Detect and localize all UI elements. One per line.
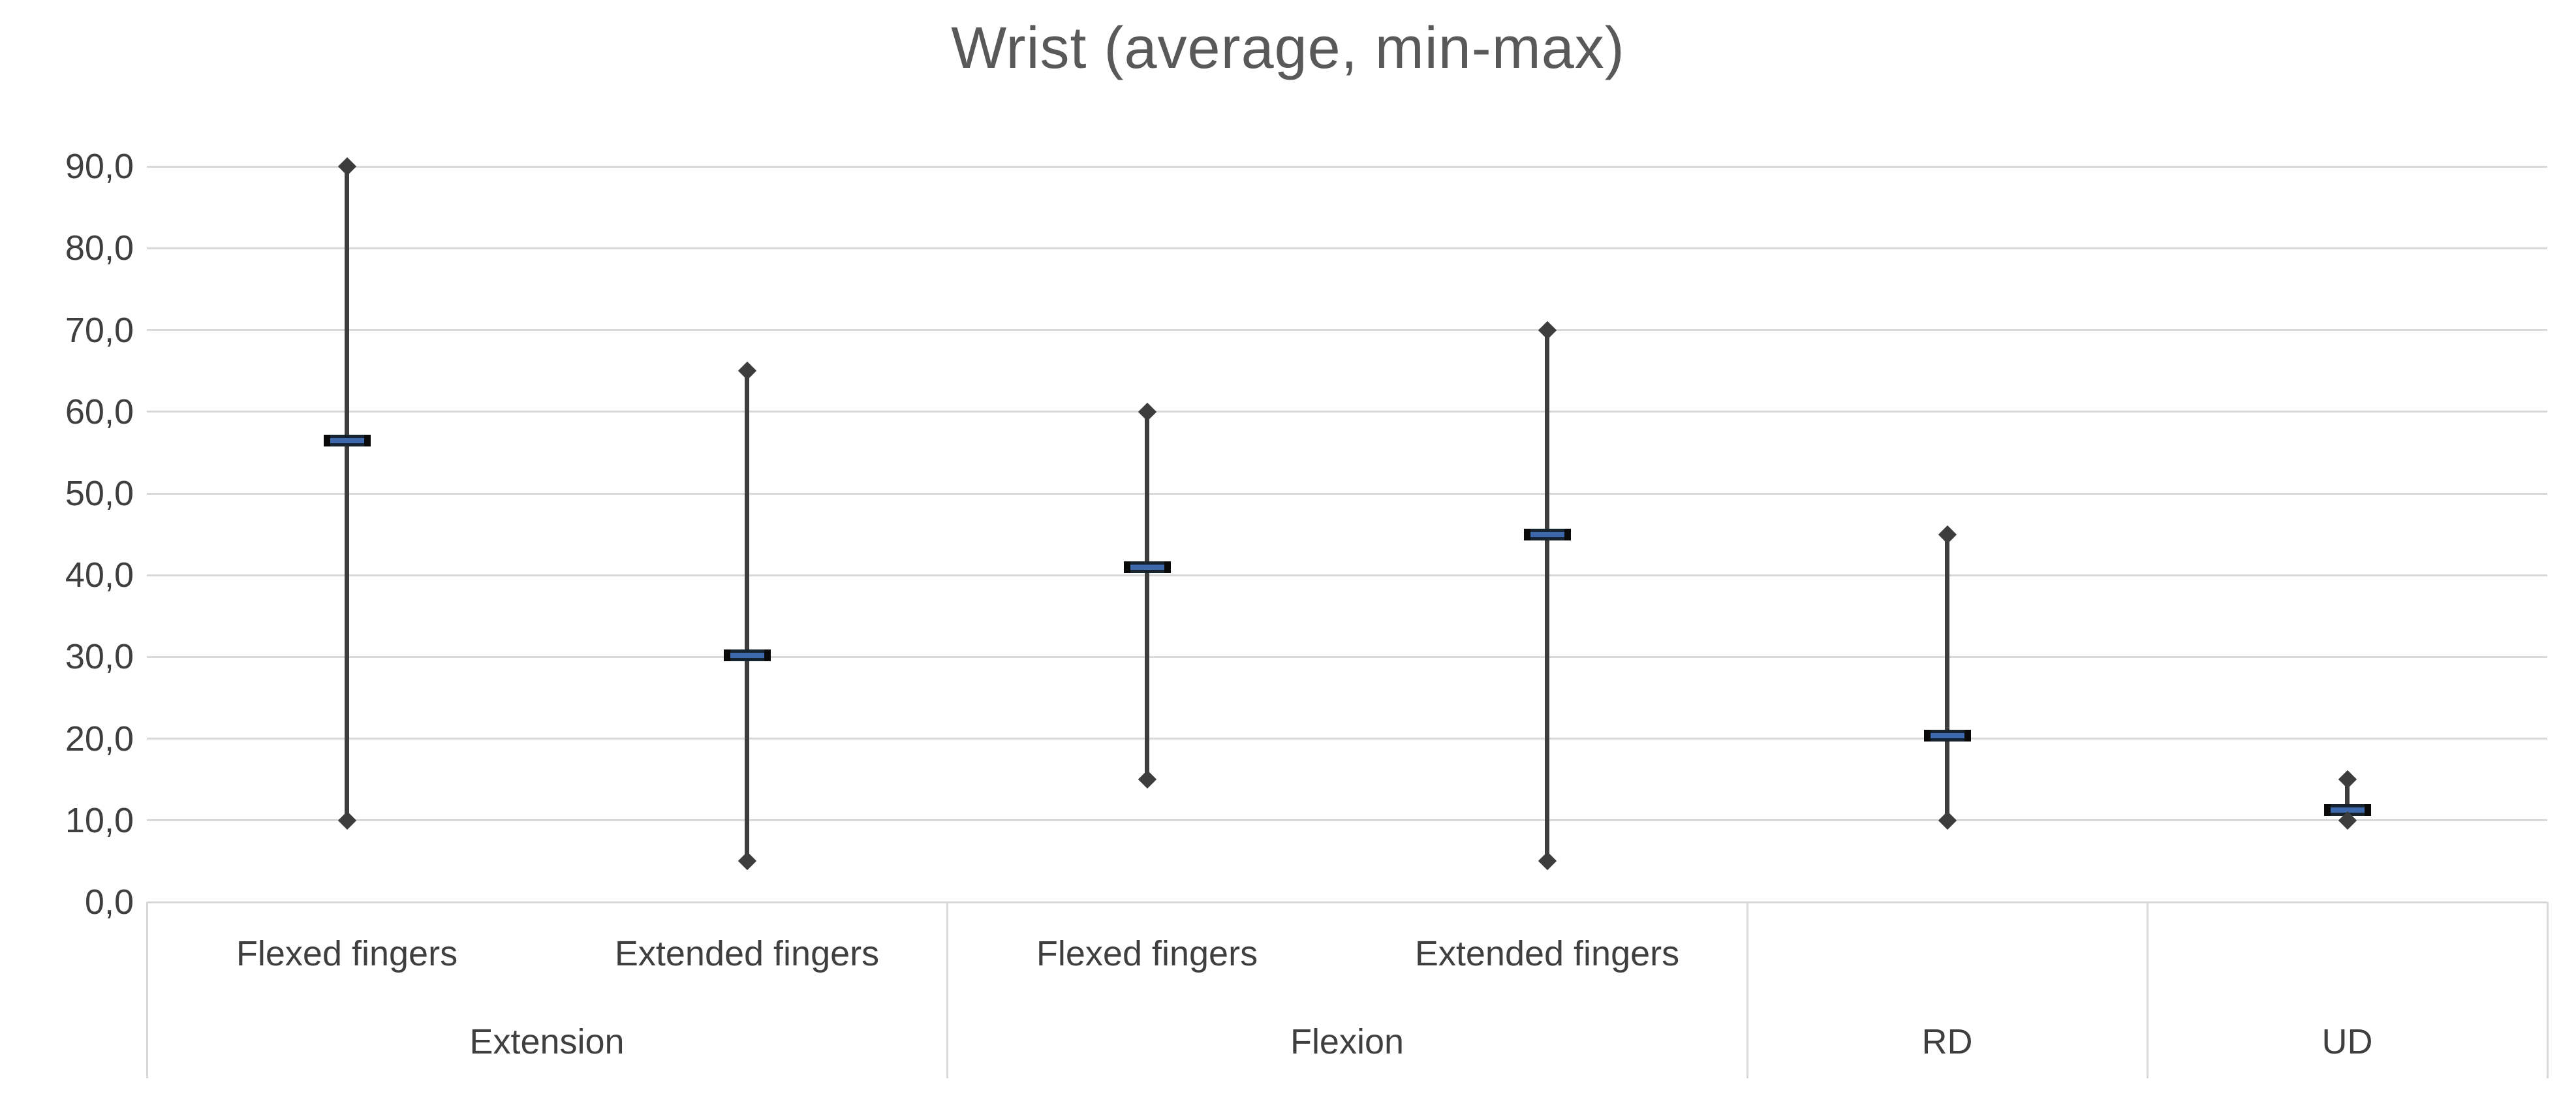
min-diamond-marker bbox=[1138, 770, 1156, 789]
gridline bbox=[147, 411, 2547, 413]
category-group-label: Extension bbox=[469, 1022, 625, 1061]
max-diamond-marker bbox=[2338, 770, 2357, 789]
category-group-label: Flexion bbox=[1290, 1022, 1404, 1061]
max-diamond-marker bbox=[337, 157, 356, 176]
gridline bbox=[147, 492, 2547, 495]
gridline bbox=[147, 329, 2547, 332]
gridline bbox=[147, 574, 2547, 576]
max-diamond-marker bbox=[737, 362, 756, 381]
gridline bbox=[147, 819, 2547, 822]
hilo-range-line bbox=[2345, 779, 2350, 820]
group-separator bbox=[1746, 902, 1748, 1078]
y-tick-label: 30,0 bbox=[65, 637, 134, 677]
y-tick-label: 70,0 bbox=[65, 310, 134, 350]
average-bar-marker bbox=[1523, 528, 1571, 540]
y-tick-label: 20,0 bbox=[65, 719, 134, 758]
category-sub-label: Flexed fingers bbox=[1036, 934, 1258, 973]
min-diamond-marker bbox=[1938, 811, 1957, 830]
min-diamond-marker bbox=[737, 852, 756, 871]
average-bar-marker bbox=[723, 649, 771, 661]
average-bar-fill bbox=[1930, 732, 1964, 738]
hilo-range-line bbox=[1945, 534, 1949, 820]
average-bar-marker bbox=[2323, 804, 2371, 816]
y-tick-label: 50,0 bbox=[65, 474, 134, 513]
average-bar-body bbox=[1530, 528, 1564, 540]
y-tick-label: 90,0 bbox=[65, 147, 134, 187]
average-bar-fill bbox=[330, 437, 364, 443]
category-sub-label: Extended fingers bbox=[1414, 934, 1680, 973]
average-bar-body bbox=[2330, 804, 2365, 816]
min-diamond-marker bbox=[337, 811, 356, 830]
category-group-label: UD bbox=[2321, 1022, 2373, 1061]
category-group-label: RD bbox=[1921, 1022, 1973, 1061]
average-bar-body bbox=[1130, 561, 1164, 573]
hilo-range-line bbox=[745, 371, 749, 862]
gridline bbox=[147, 247, 2547, 249]
average-bar-fill bbox=[2330, 807, 2365, 813]
group-separator bbox=[2146, 902, 2149, 1078]
y-tick-label: 40,0 bbox=[65, 555, 134, 595]
gridline bbox=[147, 738, 2547, 740]
chart-title: Wrist (average, min-max) bbox=[951, 16, 1625, 81]
average-bar-fill bbox=[1530, 531, 1564, 537]
y-tick-label: 0,0 bbox=[84, 883, 134, 922]
y-tick-label: 10,0 bbox=[65, 800, 134, 840]
average-bar-body bbox=[1930, 729, 1964, 742]
min-diamond-marker bbox=[1538, 852, 1557, 871]
gridline bbox=[147, 901, 2547, 903]
max-diamond-marker bbox=[1938, 525, 1957, 544]
gridline bbox=[147, 165, 2547, 168]
category-sub-label: Extended fingers bbox=[614, 934, 880, 973]
max-diamond-marker bbox=[1538, 320, 1557, 339]
hilo-range-line bbox=[1145, 411, 1149, 780]
category-sub-label: Flexed fingers bbox=[236, 934, 458, 973]
average-bar-fill bbox=[730, 652, 764, 658]
group-separator bbox=[946, 902, 948, 1078]
average-bar-marker bbox=[1123, 561, 1171, 573]
y-tick-label: 80,0 bbox=[65, 228, 134, 268]
group-separator bbox=[146, 902, 148, 1078]
average-bar-marker bbox=[1923, 729, 1971, 742]
group-separator bbox=[2546, 902, 2549, 1078]
hilo-range-line bbox=[345, 166, 349, 820]
hilo-range-line bbox=[1545, 330, 1549, 862]
y-tick-label: 60,0 bbox=[65, 392, 134, 431]
average-bar-fill bbox=[1130, 564, 1164, 570]
average-bar-body bbox=[330, 434, 364, 446]
average-bar-marker bbox=[323, 434, 371, 446]
max-diamond-marker bbox=[1138, 402, 1156, 421]
average-bar-body bbox=[730, 649, 764, 661]
gridline bbox=[147, 655, 2547, 658]
